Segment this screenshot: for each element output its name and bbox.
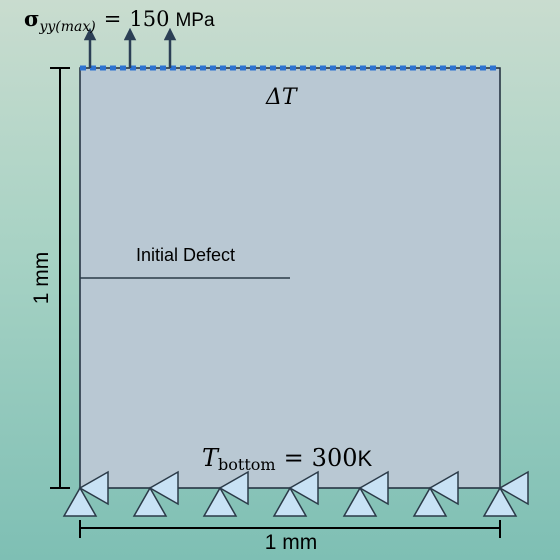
support-triangle-side [428,470,459,506]
support-node [412,470,459,517]
height-dimension-label: 1 mm [30,252,53,305]
load-value: 150 [129,7,169,31]
load-unit: MPa [175,10,215,31]
vertical-dimension [50,67,70,489]
horizontal-dimension [79,520,501,538]
support-triangle-up [342,486,378,517]
delta-t-label: ΔT [265,85,299,110]
bottom-supports [62,470,529,517]
support-triangle-up [272,486,308,517]
support-node [62,470,109,517]
sigma-subscript: yy(max) [38,19,95,35]
support-triangle-side [288,470,319,506]
t-bottom-subscript: bottom [218,455,276,474]
support-node [342,470,389,517]
support-triangle-side [218,470,249,506]
support-triangle-up [482,486,518,517]
load-label: σyy(max) = 150 MPa [24,6,215,35]
t-bottom-symbol: T [202,444,220,472]
bottom-temperature-label: Tbottom = 300K [202,444,372,474]
load-equals: = [104,7,122,31]
support-node [202,470,249,517]
initial-defect-label: Initial Defect [136,245,235,265]
support-triangle-up [62,486,98,517]
support-triangle-side [358,470,389,506]
support-node [272,470,319,517]
support-triangle-up [202,486,238,517]
support-triangle-up [412,486,448,517]
support-triangle-side [148,470,179,506]
support-triangle-side [498,470,529,506]
support-node [132,470,179,517]
t-bottom-unit: K [357,446,372,471]
support-node [482,470,529,517]
support-triangle-side [78,470,109,506]
support-triangle-up [132,486,168,517]
sigma-symbol: σ [24,6,39,31]
width-dimension-label: 1 mm [265,531,318,554]
t-bottom-equals: = [284,444,304,472]
load-arrows [83,27,177,68]
t-bottom-value: 300 [312,444,358,472]
